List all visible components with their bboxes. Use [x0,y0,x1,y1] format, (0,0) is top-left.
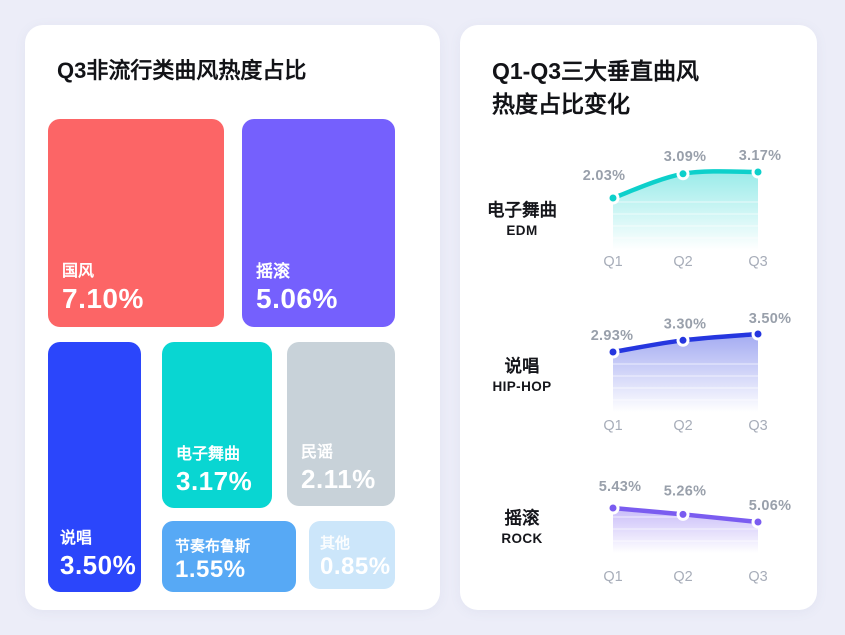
treemap-block-rock: 摇滚 5.06% [242,119,395,327]
treemap-block-label: 民谣 [301,444,334,461]
svg-text:5.43%: 5.43% [599,479,642,495]
treemap-block-label: 电子舞曲 [176,446,241,463]
treemap-block-value: 2.11% [301,464,376,494]
svg-text:Q1: Q1 [603,254,622,270]
treemap-block-folk: 民谣 2.11% [287,342,395,506]
treemap-block-rap: 说唱 3.50% [48,342,141,592]
svg-text:5.06%: 5.06% [749,498,792,514]
svg-text:2.03%: 2.03% [583,168,626,184]
line-charts-card: Q1-Q3三大垂直曲风 热度占比变化 电子舞曲 EDM 2.03% 3.09% 3.… [460,25,817,610]
treemap-block-guofeng: 国风 7.10% [48,119,224,327]
svg-text:Q2: Q2 [673,418,692,434]
line-chart-edm: 2.03% 3.09% 3.17% Q1 Q2 Q3 [583,148,782,270]
svg-text:Q2: Q2 [673,254,692,270]
svg-text:3.50%: 3.50% [749,311,792,327]
treemap-block-value: 3.50% [60,550,137,580]
series-label-zh: 摇滚 [504,508,540,528]
series-label-zh: 电子舞曲 [487,200,557,220]
treemap-block-label: 节奏布鲁斯 [175,538,251,555]
treemap-block-value: 5.06% [256,283,338,314]
svg-text:3.17%: 3.17% [739,148,782,164]
treemap-block-rnb: 节奏布鲁斯 1.55% [162,521,296,592]
svg-text:Q3: Q3 [748,418,767,434]
series-label-en: EDM [506,223,538,238]
title-line-2: 热度占比变化 [492,91,630,117]
treemap-card: Q3非流行类曲风热度占比 国风 7.10% 摇滚 5.06% 说唱 3.50% … [25,25,440,610]
svg-text:3.30%: 3.30% [664,316,707,332]
series-label-rock: 摇滚 ROCK [474,507,570,548]
treemap-card-title: Q3非流行类曲风热度占比 [57,58,307,83]
treemap-block-edm: 电子舞曲 3.17% [162,342,272,508]
series-label-edm: 电子舞曲 EDM [474,199,570,240]
series-label-hiphop: 说唱 HIP-HOP [474,355,570,396]
svg-text:Q1: Q1 [603,569,622,585]
line-chart-rock: 5.43% 5.26% 5.06% Q1 Q2 Q3 [599,479,792,585]
treemap-block-label: 说唱 [60,530,93,547]
svg-text:Q3: Q3 [748,254,767,270]
treemap-block-label: 摇滚 [256,262,290,281]
treemap-block-value: 0.85% [320,553,391,580]
svg-text:Q2: Q2 [673,569,692,585]
title-line-1: Q1-Q3三大垂直曲风 [492,58,700,84]
mini-chart-row-edm: 电子舞曲 EDM 2.03% 3.09% 3.17% Q1 Q2 Q3 [460,137,817,289]
treemap-block-label: 国风 [62,263,95,280]
svg-text:3.09%: 3.09% [664,149,707,165]
svg-text:5.26%: 5.26% [664,483,707,499]
line-chart-hiphop: 2.93% 3.30% 3.50% Q1 Q2 Q3 [591,311,792,434]
treemap-block-value: 7.10% [62,283,144,314]
treemap-block-value: 3.17% [176,466,253,496]
mini-chart-row-rock: 摇滚 ROCK 5.43% 5.26% 5.06% Q1 Q2 Q3 [460,445,817,597]
line-charts-card-title: Q1-Q3三大垂直曲风 热度占比变化 [492,55,699,121]
treemap: 国风 7.10% 摇滚 5.06% 说唱 3.50% 电子舞曲 3.17% 民谣… [25,25,440,610]
treemap-block-other: 其他 0.85% [309,521,395,589]
series-label-en: ROCK [501,531,543,546]
treemap-block-value: 1.55% [175,556,246,583]
svg-text:Q1: Q1 [603,418,622,434]
series-label-en: HIP-HOP [492,379,552,394]
svg-text:2.93%: 2.93% [591,328,634,344]
mini-chart-row-hiphop: 说唱 HIP-HOP 2.93% 3.30% 3.50% Q1 Q2 Q3 [460,293,817,445]
treemap-block-label: 其他 [320,535,351,552]
svg-text:Q3: Q3 [748,569,767,585]
series-label-zh: 说唱 [504,356,540,376]
